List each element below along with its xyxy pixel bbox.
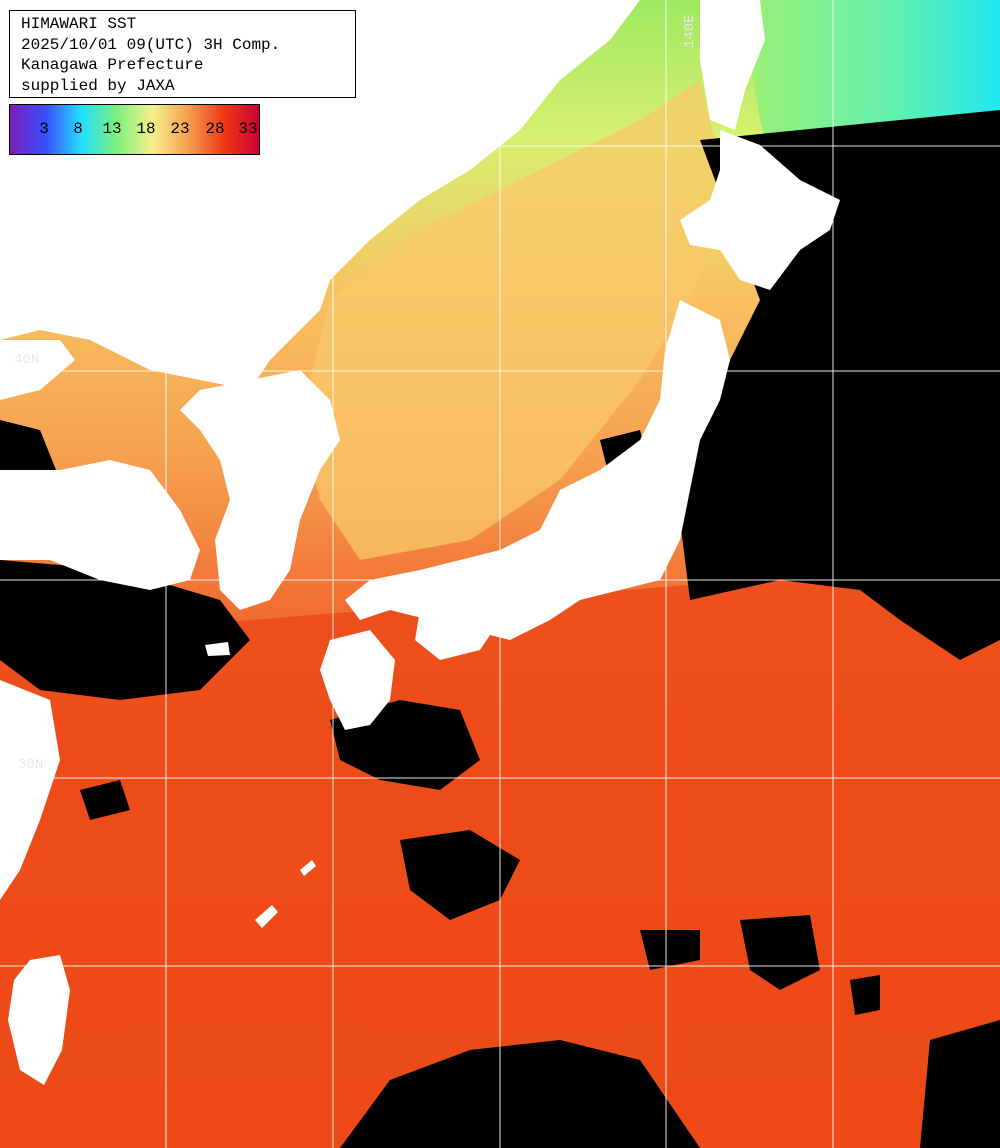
cloud-central-pacific [400, 830, 520, 920]
land-small-island [400, 128, 426, 162]
legend-tick-labels: 3 8 13 18 23 28 33 [10, 105, 259, 154]
legend-tick-33: 33 [238, 120, 258, 138]
legend-tick-3: 3 [39, 120, 49, 138]
land-hokkaido [680, 130, 840, 290]
land-sado [560, 480, 590, 510]
cloud-south-1 [640, 930, 700, 970]
latitude-label-40n: 40N [14, 352, 40, 368]
cloud-east-china-sea [0, 560, 250, 700]
legend-tick-18: 18 [136, 120, 156, 138]
land-amami [300, 860, 316, 876]
land-korean-peninsula [180, 370, 340, 610]
latitude-label-30n: 30N [18, 757, 44, 773]
cloud-southeast [920, 1020, 1000, 1148]
cloud-south-2 [740, 915, 820, 990]
sea-of-japan-water [300, 80, 720, 560]
map-info-box: HIMAWARI SST 2025/10/01 09(UTC) 3H Comp.… [9, 10, 356, 98]
land-kyushu [320, 630, 395, 730]
temperature-color-legend: 3 8 13 18 23 28 33 [9, 104, 260, 155]
land-sakhalin [700, 0, 765, 130]
cloud-small-5 [850, 975, 880, 1015]
land-liaodong [0, 340, 75, 400]
land-china-coast [0, 460, 200, 590]
product-title: HIMAWARI SST [21, 15, 137, 33]
legend-tick-28: 28 [205, 120, 225, 138]
land-shikoku [415, 600, 500, 660]
legend-tick-8: 8 [73, 120, 83, 138]
land-honshu [345, 300, 730, 640]
cloud-small-3 [80, 780, 130, 820]
prefecture-credit: Kanagawa Prefecture [21, 56, 204, 74]
legend-tick-23: 23 [170, 120, 190, 138]
legend-tick-13: 13 [102, 120, 122, 138]
land-okinawa [255, 905, 278, 928]
land-jeju [205, 642, 230, 656]
land-taiwan [8, 955, 70, 1085]
observation-time: 2025/10/01 09(UTC) 3H Comp. [21, 35, 281, 54]
data-supplier: supplied by JAXA [21, 76, 175, 95]
land-china-east [0, 680, 60, 900]
cloud-south-bottom [340, 1040, 700, 1148]
longitude-label-140e: 140E [682, 14, 698, 48]
